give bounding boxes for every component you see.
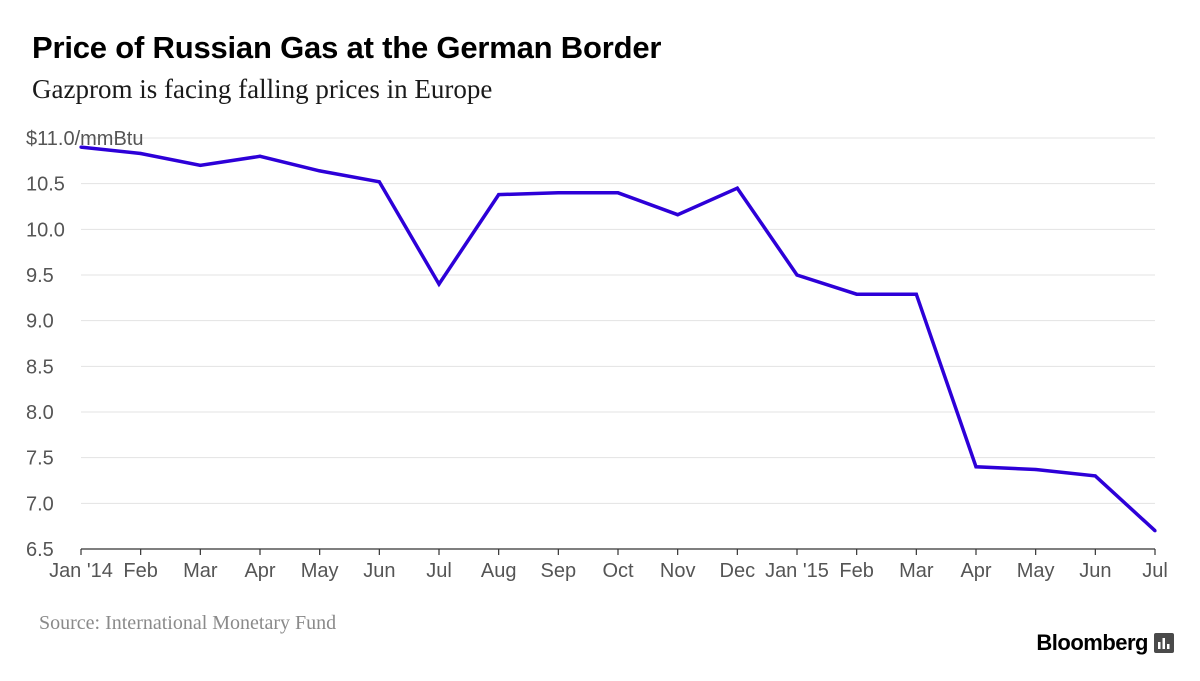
data-point bbox=[79, 145, 83, 149]
data-point bbox=[974, 465, 978, 469]
y-axis-ticks: $11.0/mmBtu 10.5 10.0 9.5 9.0 8.5 8.0 7.5 7.0 6.5 bbox=[26, 128, 143, 561]
series-group bbox=[79, 145, 1157, 533]
x-tick-label: May bbox=[301, 560, 339, 582]
y-tick-label: 10.5 bbox=[26, 174, 65, 196]
x-tick-label: Aug bbox=[481, 560, 517, 582]
data-point bbox=[1093, 474, 1097, 478]
x-tick-label: Apr bbox=[960, 560, 991, 582]
x-tick-label: Mar bbox=[899, 560, 934, 582]
gridlines bbox=[81, 137, 1155, 504]
data-point bbox=[855, 292, 859, 296]
x-tick-label: Nov bbox=[660, 560, 696, 582]
x-tick-label: Dec bbox=[720, 560, 756, 582]
data-point bbox=[676, 213, 680, 217]
data-point bbox=[1153, 529, 1157, 533]
data-point bbox=[556, 191, 560, 195]
x-tick-label: Jul bbox=[426, 560, 452, 582]
x-tick-label: Jul bbox=[1142, 560, 1168, 582]
y-tick-label: 8.5 bbox=[26, 356, 54, 378]
x-tick-label: Jun bbox=[363, 560, 395, 582]
x-tick-label: Oct bbox=[602, 560, 634, 582]
chart-subtitle: Gazprom is facing falling prices in Euro… bbox=[32, 74, 493, 104]
x-tick-label: Feb bbox=[839, 560, 873, 582]
chart-title: Price of Russian Gas at the German Borde… bbox=[32, 30, 662, 65]
y-tick-label: 9.5 bbox=[26, 265, 54, 287]
y-tick-label: 6.5 bbox=[26, 539, 54, 561]
x-tick-label: Feb bbox=[123, 560, 157, 582]
data-point bbox=[377, 180, 381, 184]
series-line bbox=[80, 145, 1157, 532]
x-tick-label: Apr bbox=[244, 560, 275, 582]
data-point bbox=[616, 191, 620, 195]
source-note: Source: International Monetary Fund bbox=[39, 612, 337, 634]
x-tick-label: Sep bbox=[541, 560, 577, 582]
data-point bbox=[318, 169, 322, 173]
x-tick-label: Jun bbox=[1079, 560, 1111, 582]
x-tick-label: Mar bbox=[183, 560, 218, 582]
x-tick-label: May bbox=[1017, 560, 1055, 582]
y-tick-label: 10.0 bbox=[26, 219, 65, 241]
x-tick-label: Jan '15 bbox=[765, 560, 829, 582]
y-tick-label: 8.0 bbox=[26, 402, 54, 424]
bloomberg-bars-icon bbox=[1154, 633, 1174, 653]
data-point bbox=[258, 154, 262, 158]
data-point bbox=[795, 273, 799, 277]
y-tick-label: 9.0 bbox=[26, 311, 54, 333]
data-point bbox=[1034, 467, 1038, 472]
data-point bbox=[437, 282, 441, 286]
y-tick-label: 7.0 bbox=[26, 493, 54, 515]
x-tick-label: Jan '14 bbox=[49, 560, 113, 582]
brand-logo: Bloomberg bbox=[1036, 630, 1148, 655]
data-point bbox=[735, 186, 739, 190]
data-point bbox=[914, 292, 918, 296]
data-point bbox=[139, 151, 143, 156]
data-point bbox=[497, 193, 501, 197]
x-axis: Jan '14 Feb Mar Apr May Jun Jul Aug Sep Oct Nov Dec… bbox=[49, 548, 1168, 582]
data-point bbox=[198, 163, 202, 167]
y-tick-label: $11.0/mmBtu bbox=[26, 128, 143, 150]
y-tick-label: 7.5 bbox=[26, 448, 54, 470]
